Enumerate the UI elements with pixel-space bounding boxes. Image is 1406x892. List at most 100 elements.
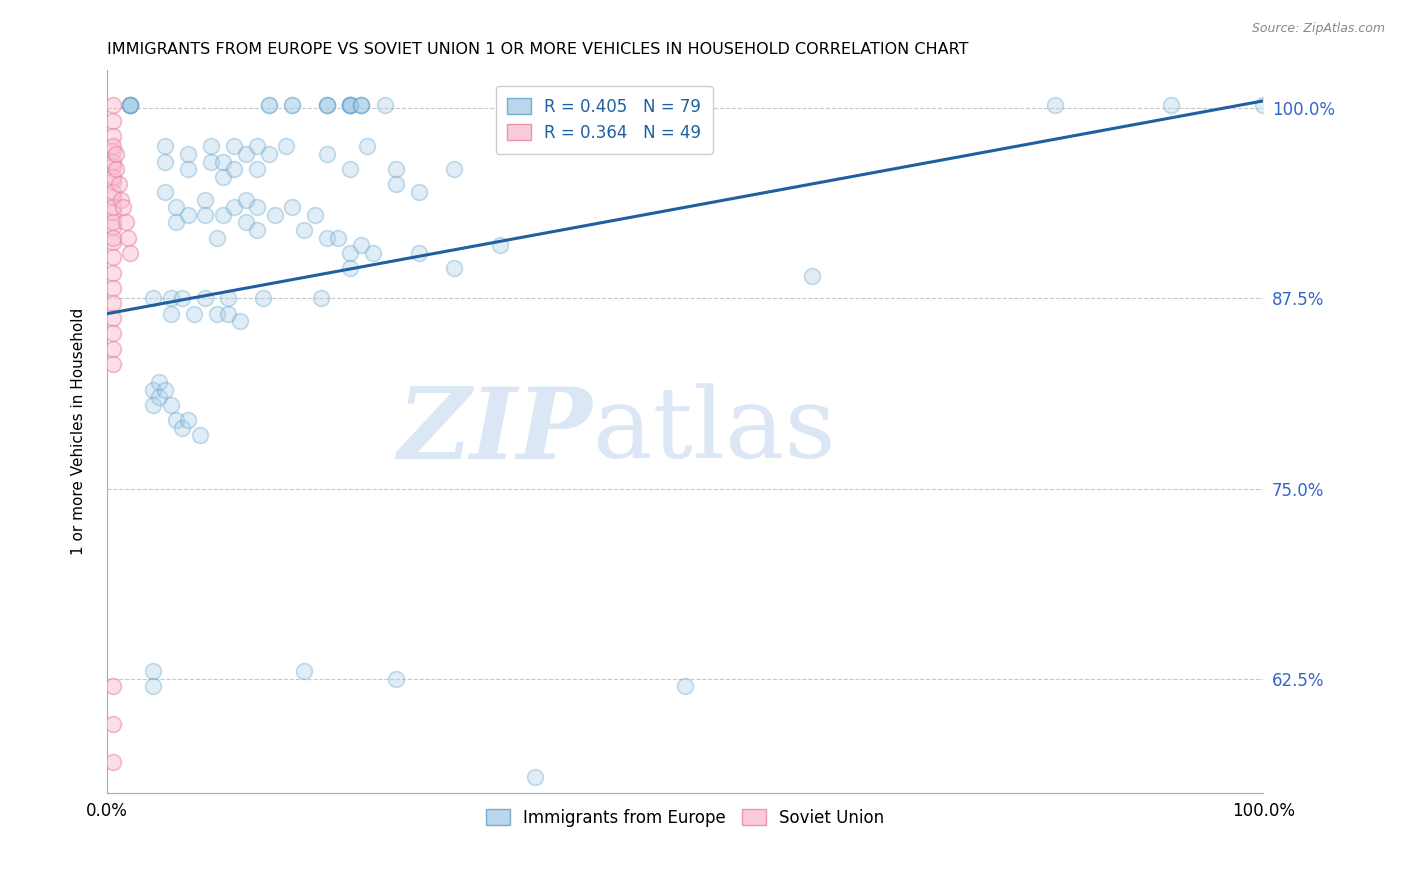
- Point: [339, 98, 361, 112]
- Point: [188, 428, 211, 442]
- Point: [315, 98, 337, 112]
- Point: [281, 200, 304, 214]
- Point: [304, 208, 326, 222]
- Point: [183, 307, 205, 321]
- Point: [159, 398, 181, 412]
- Point: [101, 326, 124, 341]
- Point: [1045, 98, 1067, 112]
- Point: [224, 139, 246, 153]
- Point: [1253, 98, 1275, 112]
- Point: [101, 113, 124, 128]
- Point: [101, 215, 124, 229]
- Point: [110, 193, 132, 207]
- Point: [211, 169, 233, 184]
- Point: [101, 139, 124, 153]
- Point: [142, 679, 165, 693]
- Point: [101, 756, 124, 770]
- Point: [235, 193, 257, 207]
- Point: [339, 98, 361, 112]
- Point: [281, 98, 304, 112]
- Point: [292, 223, 315, 237]
- Point: [148, 390, 170, 404]
- Point: [246, 223, 269, 237]
- Point: [350, 98, 373, 112]
- Point: [166, 413, 188, 427]
- Point: [246, 200, 269, 214]
- Point: [153, 139, 176, 153]
- Point: [120, 246, 142, 260]
- Point: [356, 139, 378, 153]
- Point: [101, 128, 124, 143]
- Point: [101, 204, 124, 219]
- Point: [101, 144, 124, 158]
- Point: [229, 314, 252, 328]
- Point: [315, 230, 337, 244]
- Point: [205, 230, 228, 244]
- Point: [120, 98, 142, 112]
- Point: [385, 672, 408, 686]
- Point: [350, 98, 373, 112]
- Point: [101, 220, 124, 235]
- Point: [142, 664, 165, 678]
- Point: [443, 162, 465, 177]
- Point: [101, 357, 124, 371]
- Point: [101, 98, 124, 112]
- Point: [177, 162, 200, 177]
- Point: [142, 292, 165, 306]
- Point: [276, 139, 298, 153]
- Point: [211, 154, 233, 169]
- Point: [489, 238, 512, 252]
- Text: ZIP: ZIP: [398, 384, 593, 480]
- Point: [101, 235, 124, 250]
- Point: [523, 771, 546, 785]
- Point: [328, 230, 350, 244]
- Point: [177, 147, 200, 161]
- Point: [112, 200, 135, 214]
- Point: [218, 292, 240, 306]
- Point: [101, 251, 124, 265]
- Point: [374, 98, 396, 112]
- Point: [408, 185, 430, 199]
- Point: [252, 292, 274, 306]
- Point: [159, 292, 181, 306]
- Point: [309, 292, 332, 306]
- Point: [120, 98, 142, 112]
- Point: [120, 98, 142, 112]
- Point: [172, 292, 194, 306]
- Point: [101, 679, 124, 693]
- Point: [107, 178, 129, 192]
- Point: [105, 162, 128, 177]
- Point: [153, 154, 176, 169]
- Point: [315, 147, 337, 161]
- Point: [801, 268, 824, 283]
- Point: [120, 98, 142, 112]
- Point: [101, 174, 124, 188]
- Point: [114, 215, 136, 229]
- Point: [101, 296, 124, 310]
- Point: [166, 215, 188, 229]
- Point: [673, 679, 696, 693]
- Point: [101, 189, 124, 203]
- Point: [385, 162, 408, 177]
- Point: [1160, 98, 1182, 112]
- Point: [235, 147, 257, 161]
- Point: [339, 261, 361, 276]
- Point: [211, 208, 233, 222]
- Point: [200, 154, 222, 169]
- Point: [350, 98, 373, 112]
- Point: [101, 311, 124, 326]
- Point: [235, 215, 257, 229]
- Point: [224, 200, 246, 214]
- Point: [339, 98, 361, 112]
- Point: [218, 307, 240, 321]
- Point: [194, 208, 217, 222]
- Point: [408, 246, 430, 260]
- Text: Source: ZipAtlas.com: Source: ZipAtlas.com: [1251, 22, 1385, 36]
- Point: [101, 200, 124, 214]
- Point: [101, 281, 124, 295]
- Point: [292, 664, 315, 678]
- Point: [339, 98, 361, 112]
- Point: [194, 193, 217, 207]
- Point: [117, 230, 139, 244]
- Point: [148, 375, 170, 389]
